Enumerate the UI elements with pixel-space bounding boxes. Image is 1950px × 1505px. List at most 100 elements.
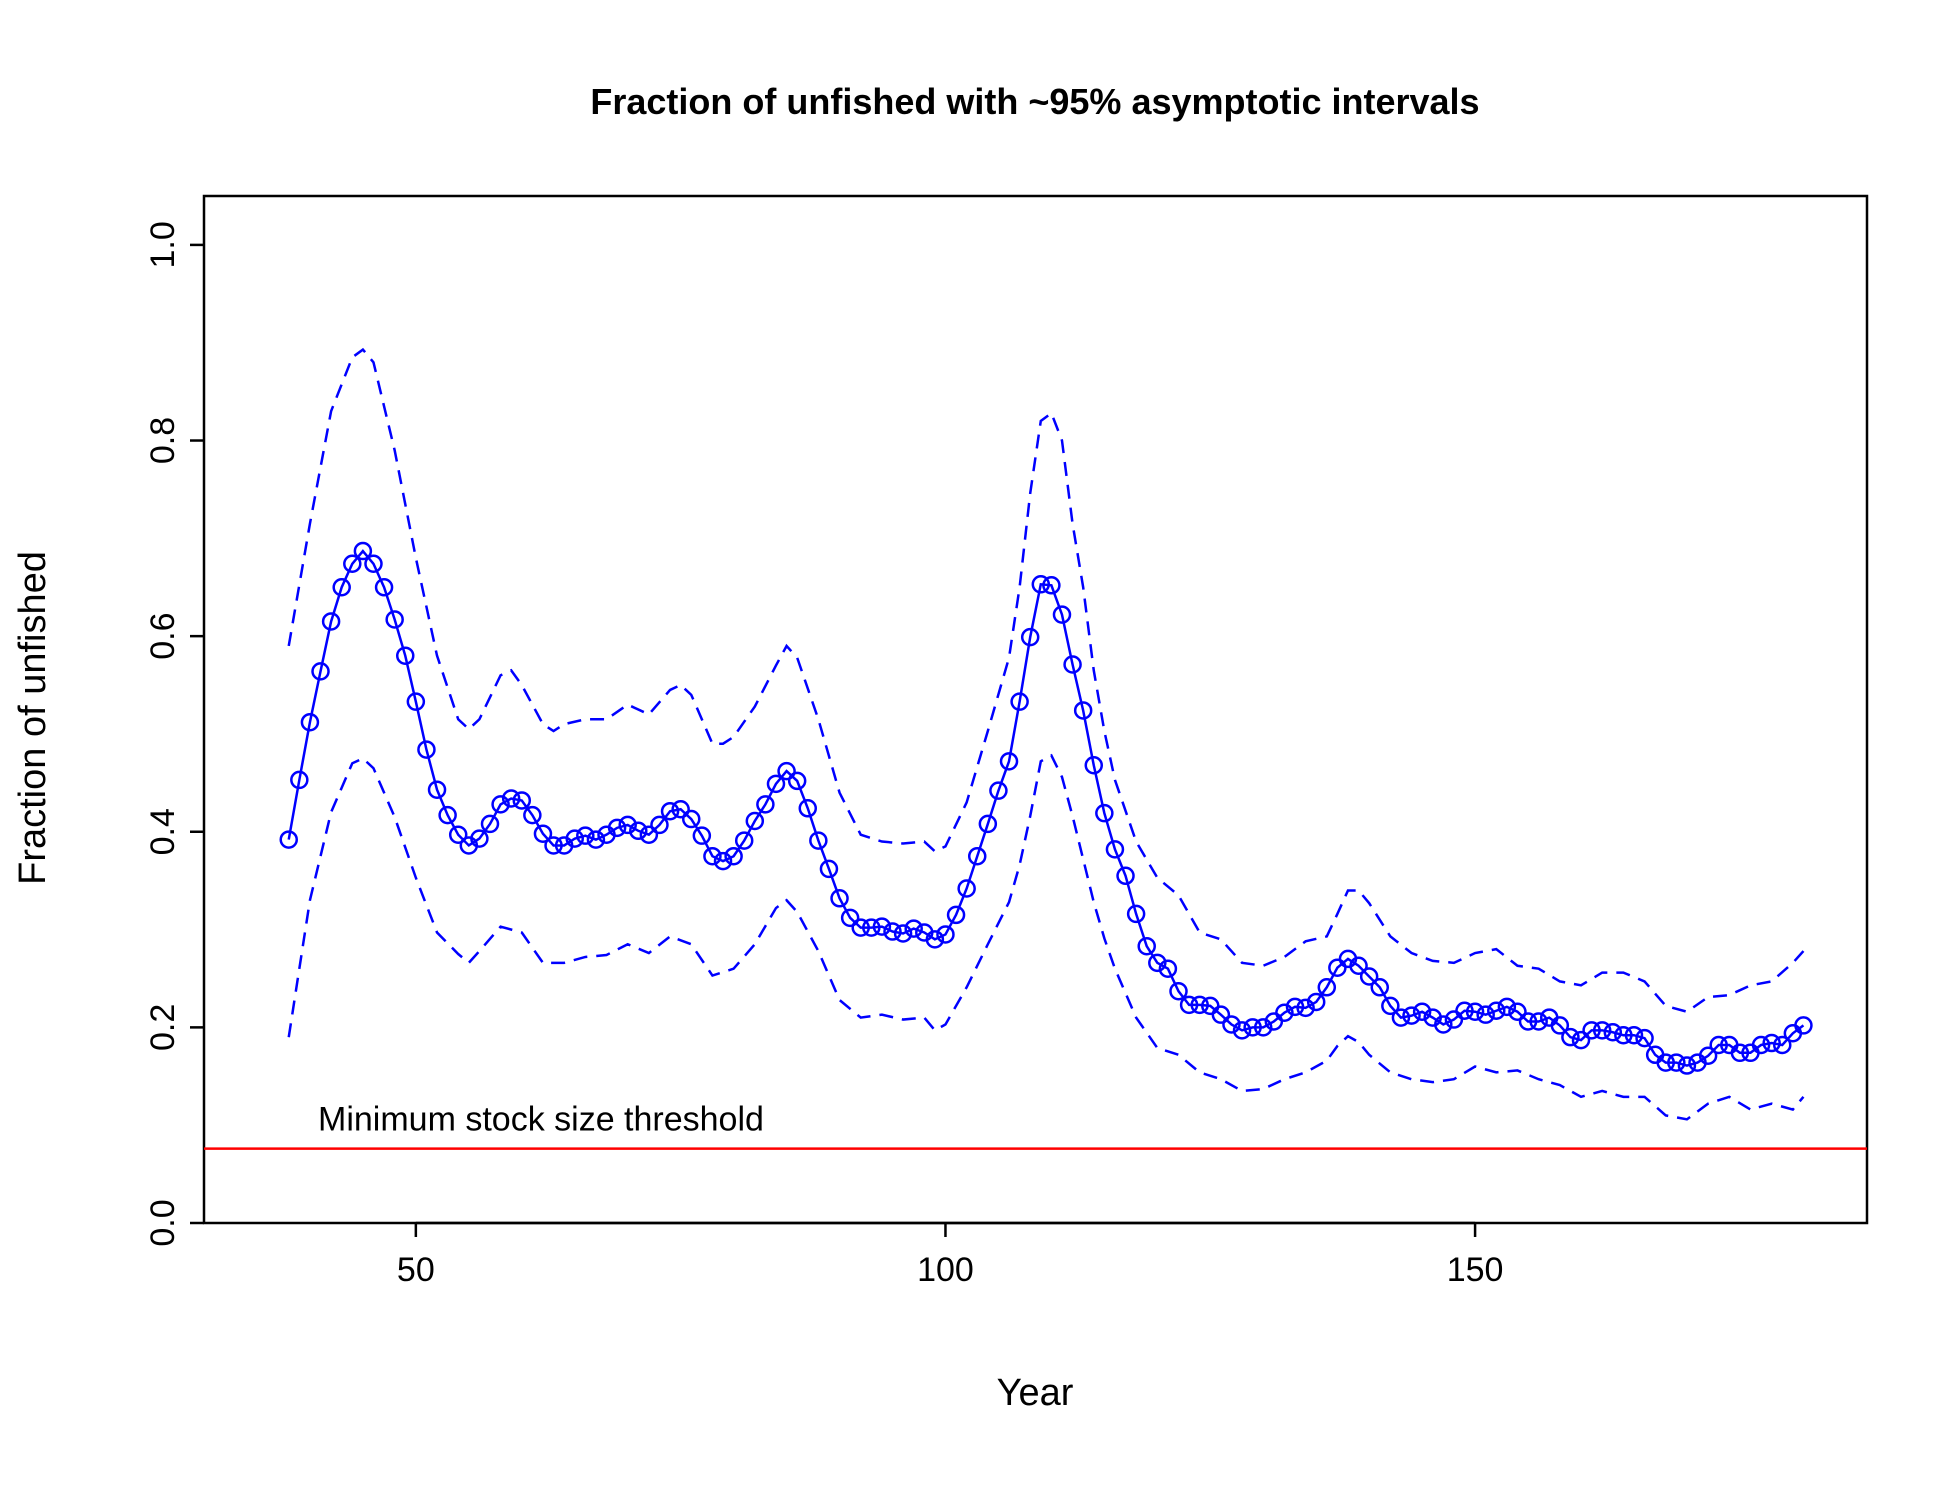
point [893, 924, 913, 943]
y-tick-label: 1.0 [144, 221, 182, 268]
point [1465, 1002, 1485, 1021]
point [1794, 1016, 1813, 1035]
point [1253, 1018, 1273, 1037]
point [1370, 978, 1390, 997]
y-tick-label: 0.0 [144, 1199, 182, 1246]
point [1222, 1015, 1241, 1034]
x-tick-label: 50 [397, 1251, 435, 1289]
point [1508, 1002, 1527, 1021]
point [491, 795, 510, 814]
point [406, 692, 426, 711]
point [1031, 575, 1051, 594]
point [618, 815, 637, 835]
point [1529, 1012, 1548, 1031]
point [1349, 956, 1368, 976]
point [290, 770, 309, 790]
point [1317, 978, 1337, 997]
point [1476, 1005, 1495, 1024]
point [470, 829, 489, 848]
point [1359, 967, 1379, 986]
point [1190, 995, 1209, 1015]
y-tick-label: 0.6 [144, 613, 182, 660]
point [1402, 1006, 1421, 1025]
point [629, 821, 648, 841]
point [523, 805, 542, 825]
point [978, 814, 998, 834]
point [1762, 1033, 1781, 1053]
point [1434, 1015, 1453, 1034]
point [713, 851, 733, 871]
point [1116, 866, 1135, 886]
y-tick-label: 0.8 [144, 417, 182, 464]
point [1391, 1008, 1411, 1027]
point [809, 831, 828, 850]
point [862, 918, 881, 937]
point [1455, 1001, 1474, 1021]
point [724, 846, 743, 866]
point [671, 800, 690, 819]
point [1243, 1018, 1262, 1037]
point [353, 541, 373, 561]
point [1020, 627, 1040, 647]
point [533, 824, 553, 843]
point [1158, 959, 1178, 978]
point [501, 789, 521, 808]
point [660, 801, 680, 821]
point [385, 610, 404, 629]
point [480, 814, 500, 834]
point [332, 577, 351, 597]
chart-title: Fraction of unfished with ~95% asymptoti… [590, 81, 1479, 122]
point [1148, 953, 1167, 973]
point [396, 646, 415, 665]
point [1275, 1003, 1294, 1022]
point [1677, 1056, 1697, 1075]
interval-line [287, 753, 1805, 1121]
point [1285, 997, 1305, 1017]
point [565, 829, 584, 848]
point [883, 922, 902, 941]
point [872, 917, 892, 936]
point [311, 662, 330, 681]
point [1698, 1046, 1718, 1065]
point [300, 712, 320, 732]
point [343, 554, 362, 574]
point [1592, 1021, 1612, 1040]
point [989, 781, 1008, 800]
point [745, 811, 765, 831]
point [1010, 692, 1029, 711]
point [967, 846, 987, 866]
point [1773, 1035, 1792, 1055]
point [1730, 1043, 1750, 1063]
point [1211, 1005, 1231, 1024]
point [1179, 995, 1199, 1015]
y-axis-label: Fraction of unfished [12, 551, 54, 885]
point [830, 889, 849, 908]
point [1614, 1025, 1633, 1045]
point [1518, 1012, 1538, 1031]
point [957, 879, 976, 898]
point [1306, 992, 1326, 1012]
point [639, 825, 659, 844]
point [1095, 803, 1114, 823]
point [321, 612, 341, 631]
point [1412, 1002, 1432, 1021]
point [448, 825, 468, 844]
point [1751, 1035, 1771, 1055]
point [787, 771, 807, 791]
point [798, 799, 818, 818]
point [1073, 701, 1093, 720]
y-tick-label: 0.2 [144, 1004, 182, 1051]
point [1296, 998, 1315, 1018]
x-tick-label: 150 [1447, 1251, 1504, 1289]
point [946, 905, 966, 925]
point [1709, 1035, 1728, 1055]
point [851, 918, 870, 937]
point [1105, 840, 1125, 859]
x-tick-label: 100 [917, 1251, 974, 1289]
point [1042, 576, 1061, 595]
point [1582, 1021, 1601, 1040]
point [734, 831, 754, 850]
point [544, 836, 563, 855]
point [427, 780, 447, 799]
